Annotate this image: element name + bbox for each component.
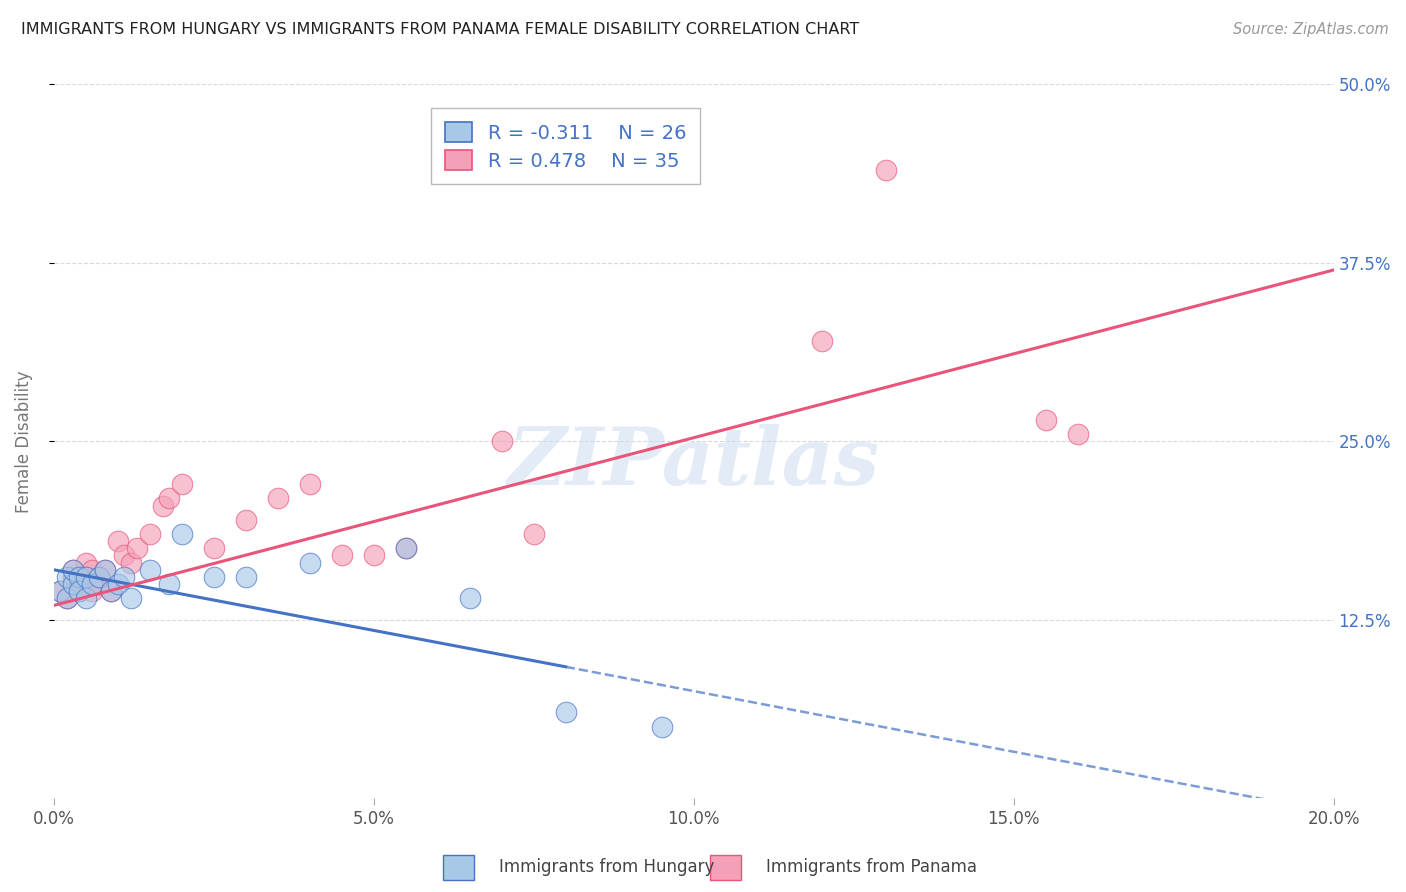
Point	[100, 584, 122, 599]
Point	[62, 563, 84, 577]
Point	[1066, 427, 1088, 442]
Point	[55, 570, 77, 584]
Point	[67, 584, 90, 599]
Point	[202, 541, 225, 556]
Text: Source: ZipAtlas.com: Source: ZipAtlas.com	[1233, 22, 1389, 37]
Point	[82, 563, 104, 577]
Point	[112, 570, 135, 584]
Point	[235, 570, 257, 584]
Point	[875, 163, 897, 178]
Text: Immigrants from Hungary: Immigrants from Hungary	[499, 858, 714, 876]
Point	[330, 549, 353, 563]
Point	[49, 584, 72, 599]
Point	[55, 591, 77, 606]
Legend: R = -0.311    N = 26, R = 0.478    N = 35: R = -0.311 N = 26, R = 0.478 N = 35	[432, 109, 700, 185]
Point	[120, 591, 142, 606]
Point	[170, 477, 193, 491]
Point	[62, 570, 84, 584]
Y-axis label: Female Disability: Female Disability	[15, 370, 32, 513]
Point	[67, 577, 90, 591]
Point	[49, 584, 72, 599]
Point	[120, 556, 142, 570]
Point	[67, 570, 90, 584]
Point	[651, 720, 673, 734]
Point	[267, 491, 290, 506]
Point	[82, 577, 104, 591]
Bar	[443, 855, 474, 880]
Point	[298, 556, 321, 570]
Point	[82, 584, 104, 599]
Point	[152, 499, 174, 513]
Point	[157, 491, 180, 506]
Point	[87, 570, 110, 584]
Point	[395, 541, 418, 556]
Point	[139, 563, 162, 577]
Point	[170, 527, 193, 541]
Point	[75, 570, 97, 584]
Point	[139, 527, 162, 541]
Point	[94, 563, 117, 577]
Point	[298, 477, 321, 491]
Point	[100, 584, 122, 599]
Point	[87, 577, 110, 591]
Point	[87, 570, 110, 584]
Point	[202, 570, 225, 584]
Point	[75, 591, 97, 606]
Point	[458, 591, 481, 606]
Point	[523, 527, 546, 541]
Point	[395, 541, 418, 556]
Point	[363, 549, 385, 563]
Point	[94, 563, 117, 577]
Point	[62, 577, 84, 591]
Point	[554, 706, 576, 720]
Point	[55, 591, 77, 606]
Point	[1035, 413, 1057, 427]
Point	[75, 556, 97, 570]
Point	[112, 549, 135, 563]
Point	[157, 577, 180, 591]
Point	[107, 577, 129, 591]
Point	[125, 541, 148, 556]
Point	[107, 534, 129, 549]
Text: IMMIGRANTS FROM HUNGARY VS IMMIGRANTS FROM PANAMA FEMALE DISABILITY CORRELATION : IMMIGRANTS FROM HUNGARY VS IMMIGRANTS FR…	[21, 22, 859, 37]
Text: Immigrants from Panama: Immigrants from Panama	[766, 858, 977, 876]
Point	[810, 334, 832, 349]
Text: ZIPatlas: ZIPatlas	[508, 424, 880, 501]
Point	[62, 563, 84, 577]
Point	[235, 513, 257, 527]
Point	[491, 434, 513, 449]
Point	[75, 570, 97, 584]
Point	[67, 584, 90, 599]
Bar	[710, 855, 741, 880]
